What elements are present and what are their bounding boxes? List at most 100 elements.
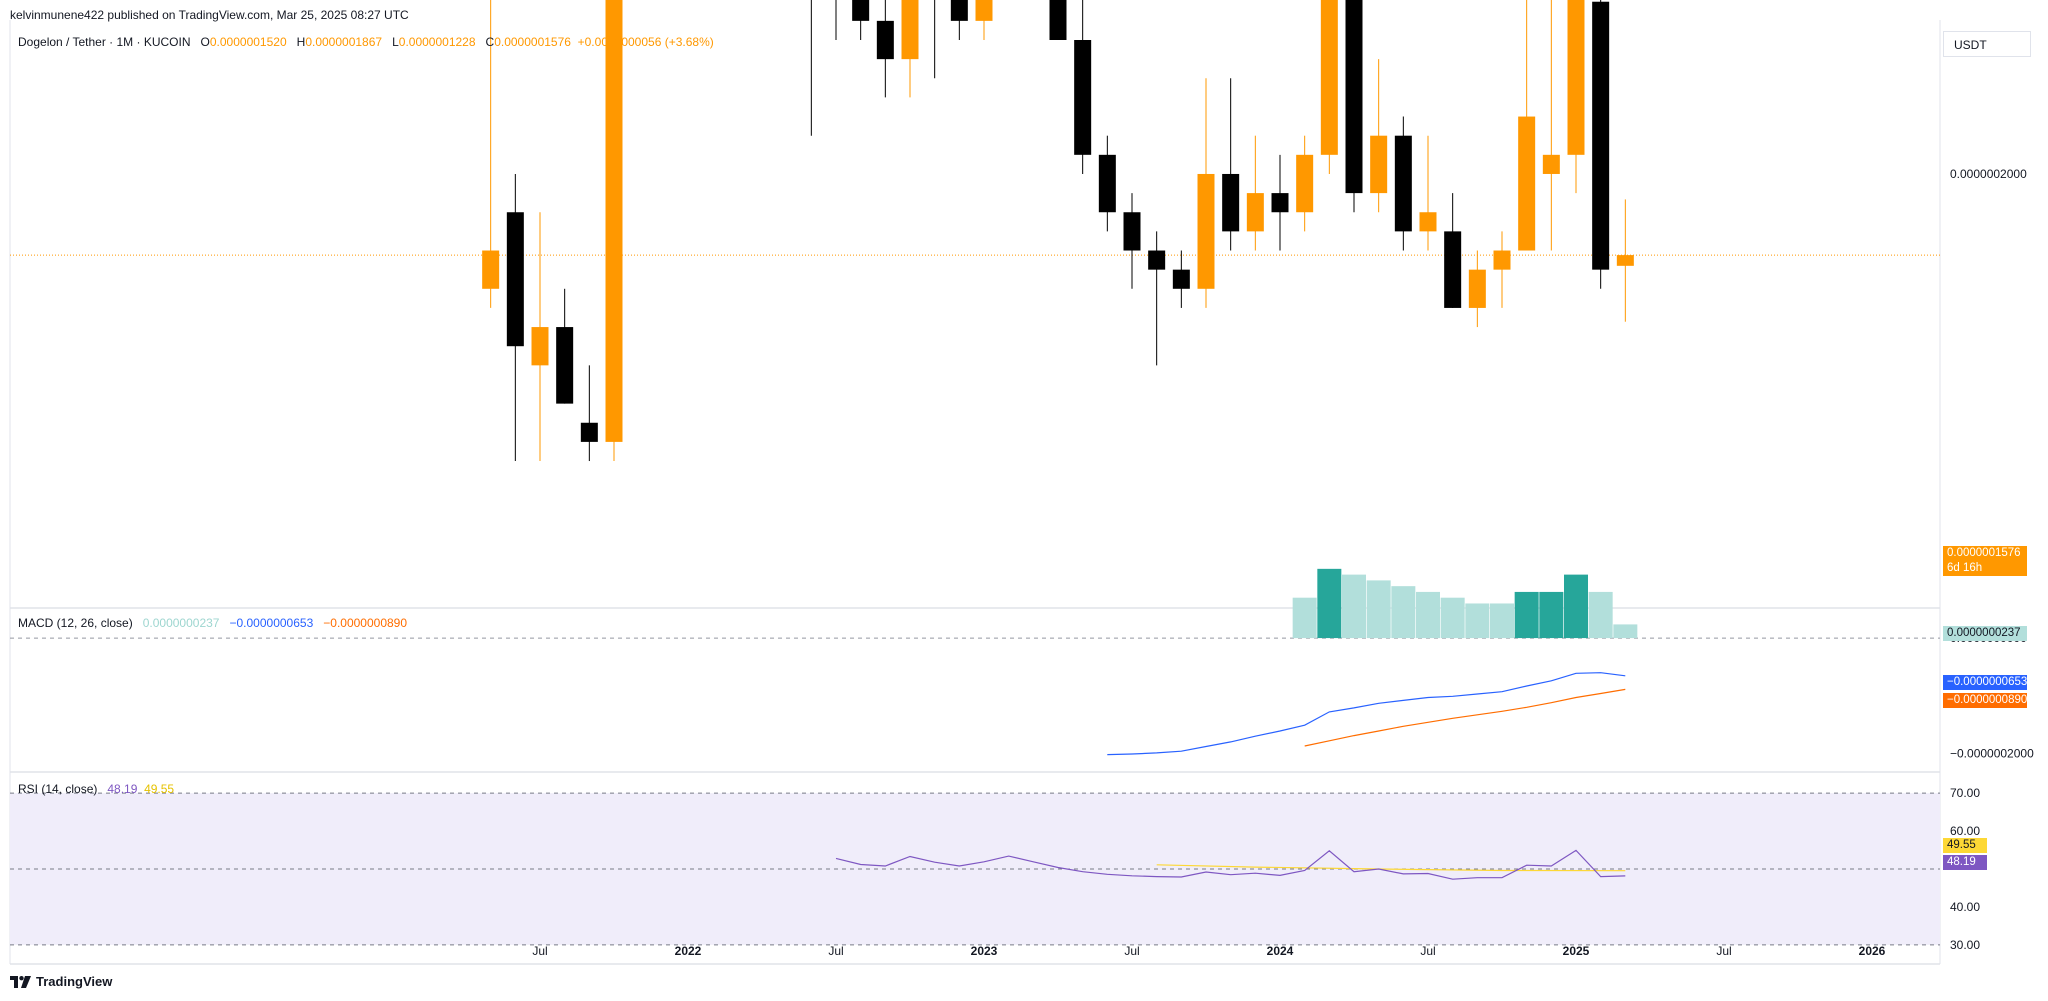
rsi-axis-tick: 60.00: [1950, 824, 1980, 838]
candle-body: [1518, 116, 1536, 251]
macd-axis-tick: −0.0000002000: [1950, 746, 2034, 760]
candle-body: [1542, 154, 1560, 174]
macd-line: [1107, 672, 1626, 756]
candle-body: [1296, 154, 1314, 213]
candle-body: [950, 0, 968, 21]
macd-histogram-bar: [1317, 568, 1342, 639]
macd-legend: MACD (12, 26, close) 0.0000000237 −0.000…: [18, 616, 407, 630]
countdown-badge: 6d 16h: [1943, 561, 2027, 576]
rsi-ma-badge: 49.55: [1943, 838, 1987, 853]
close-value: 0.0000001576: [494, 35, 571, 49]
macd-histogram-bar: [1514, 591, 1539, 639]
macd-histogram-bar: [1391, 586, 1416, 639]
candle-body: [1616, 255, 1634, 266]
open-label: O: [200, 35, 210, 49]
time-axis-label: 2026: [1859, 944, 1886, 958]
low-value: 0.0000001228: [398, 35, 476, 49]
macd-histogram-bar: [1342, 574, 1366, 639]
candle-body: [1320, 0, 1338, 155]
candle-body: [1197, 173, 1215, 289]
rsi-label: RSI (14, close): [18, 782, 98, 796]
rsi-ma-legend-value: 49.55: [144, 782, 175, 796]
macd-histogram-bar: [1292, 597, 1317, 639]
candle-body: [1098, 154, 1116, 213]
candle-body: [1444, 231, 1462, 308]
close-label: C: [485, 35, 495, 49]
price-axis-tick: 0.0000002000: [1950, 167, 2027, 181]
candle-body: [1246, 193, 1264, 232]
candle-body: [1222, 173, 1240, 232]
low-label: L: [392, 35, 399, 49]
macd-hist-legend: 0.0000000237: [142, 616, 220, 630]
tradingview-logo-icon: [10, 975, 31, 988]
macd-signal-legend: −0.0000000890: [323, 616, 408, 630]
candle-body: [506, 212, 524, 347]
macd-histogram-bar: [1613, 624, 1638, 639]
candle-body: [852, 0, 870, 21]
open-value: 0.0000001520: [209, 35, 287, 49]
candle-body: [1049, 0, 1067, 40]
candle-body: [1148, 250, 1166, 270]
candle-body: [1074, 40, 1092, 155]
macd-signal-line: [1304, 688, 1626, 747]
macd-line-legend: −0.0000000653: [229, 616, 314, 630]
candle-body: [1370, 135, 1388, 194]
macd-signal-badge: −0.0000000890: [1943, 693, 2027, 708]
high-value: 0.0000001867: [305, 35, 383, 49]
symbol-name: Dogelon / Tether · 1M · KUCOIN: [18, 35, 191, 49]
macd-label: MACD (12, 26, close): [18, 616, 133, 630]
time-axis-label: Jul: [1420, 944, 1435, 958]
candle-body: [482, 250, 500, 289]
currency-selector[interactable]: USDT: [1943, 31, 2031, 57]
time-axis-label: 2025: [1563, 944, 1590, 958]
macd-histogram-bar: [1588, 591, 1613, 639]
candle-body: [1394, 135, 1412, 232]
high-label: H: [296, 35, 306, 49]
candle-body: [1172, 269, 1190, 289]
candle-body: [876, 20, 894, 60]
candle-body: [1493, 250, 1511, 270]
time-axis-label: Jul: [828, 944, 843, 958]
macd-histogram-bar: [1465, 603, 1490, 639]
time-axis-label: 2024: [1267, 944, 1294, 958]
candle-body: [1592, 1, 1610, 270]
candle-body: [975, 0, 993, 21]
candle-body: [556, 327, 574, 404]
change-value: +0.0000000056 (+3.68%): [577, 35, 714, 49]
symbol-legend: Dogelon / Tether · 1M · KUCOIN O0.000000…: [18, 35, 714, 49]
macd-histogram-bar: [1440, 597, 1465, 639]
last-price-badge: 0.0000001576: [1943, 546, 2027, 561]
tradingview-logo[interactable]: TradingView: [10, 974, 112, 989]
rsi-axis-tick: 70.00: [1950, 786, 1980, 800]
rsi-line: [835, 849, 1626, 880]
candle-body: [531, 327, 549, 366]
candle-body: [1567, 0, 1585, 155]
time-axis-label: 2022: [675, 944, 702, 958]
macd-histogram-bar: [1366, 580, 1391, 639]
macd-histogram-bar: [1416, 591, 1440, 639]
macd-hist-badge: 0.0000000237: [1943, 626, 2027, 641]
time-axis-label: Jul: [532, 944, 547, 958]
rsi-legend-value: 48.19: [107, 782, 138, 796]
candle-body: [605, 0, 623, 442]
tradingview-logo-text: TradingView: [36, 974, 113, 989]
rsi-axis-tick: 40.00: [1950, 900, 1980, 914]
macd-histogram-bar: [1539, 591, 1564, 639]
rsi-badge: 48.19: [1943, 855, 1987, 870]
candle-body: [1345, 0, 1363, 194]
candle-body: [901, 0, 919, 60]
macd-histogram-bar: [1490, 603, 1514, 639]
candle-body: [1468, 269, 1486, 308]
time-axis-label: Jul: [1124, 944, 1139, 958]
rsi-legend: RSI (14, close) 48.19 49.55: [18, 782, 174, 796]
published-caption: kelvinmunene422 published on TradingView…: [10, 8, 409, 22]
candle-body: [1419, 212, 1437, 232]
candle-body: [580, 422, 598, 442]
macd-line-badge: −0.0000000653: [1943, 675, 2027, 690]
candle-body: [1123, 212, 1141, 251]
candle-body: [1271, 193, 1289, 213]
macd-histogram-bar: [1564, 574, 1588, 639]
time-axis-label: Jul: [1716, 944, 1731, 958]
rsi-axis-tick: 30.00: [1950, 938, 1980, 952]
